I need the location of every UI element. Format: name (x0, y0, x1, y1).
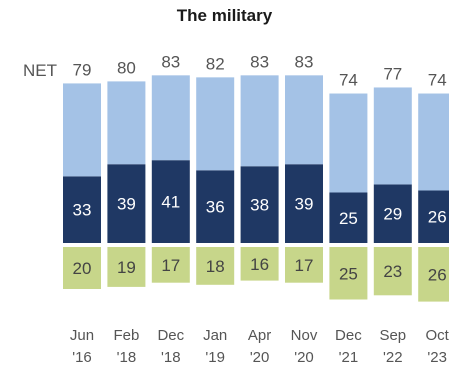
bar-light-8 (418, 93, 449, 191)
bar-dark-6 (329, 192, 368, 243)
bar-green-8 (418, 247, 449, 302)
bar-green-5 (285, 247, 323, 283)
bar-green-2 (151, 247, 190, 283)
bar-green-6 (329, 247, 368, 300)
x-tick-month-6: Dec (335, 327, 362, 344)
dark-value-5: 39 (295, 195, 314, 214)
x-tick-year-8: '23 (427, 349, 447, 366)
bar-dark-5 (285, 164, 323, 243)
bar-green-1 (107, 247, 146, 287)
x-tick-month-8: Oct (426, 327, 449, 344)
green-value-0: 20 (73, 259, 92, 278)
bar-light-0 (63, 83, 101, 177)
dark-value-8: 26 (428, 208, 447, 227)
green-value-8: 26 (428, 265, 447, 284)
dark-value-6: 25 (339, 209, 358, 228)
x-tick-year-2: '18 (161, 349, 181, 366)
net-value-3: 82 (206, 54, 225, 73)
bar-dark-4 (240, 166, 279, 243)
x-tick-month-3: Jan (203, 327, 227, 344)
bar-light-6 (329, 93, 368, 193)
dark-value-7: 29 (383, 205, 402, 224)
x-tick-year-7: '22 (383, 349, 403, 366)
bar-dark-3 (196, 170, 235, 243)
bar-green-0 (63, 247, 101, 289)
x-tick-month-1: Feb (113, 327, 139, 344)
bar-light-2 (151, 75, 190, 161)
x-tick-year-3: '19 (205, 349, 225, 366)
bar-green-3 (196, 247, 235, 285)
x-tick-month-2: Dec (157, 327, 184, 344)
bar-light-3 (196, 77, 235, 171)
bar-light-4 (240, 75, 279, 167)
green-value-3: 18 (206, 257, 225, 276)
green-value-7: 23 (383, 262, 402, 281)
green-value-2: 17 (161, 256, 180, 275)
dark-value-0: 33 (73, 201, 92, 220)
net-value-5: 83 (295, 52, 314, 71)
x-tick-month-0: Jun (70, 327, 94, 344)
bar-dark-8 (418, 190, 449, 243)
dark-value-2: 41 (161, 193, 180, 212)
bar-dark-0 (63, 176, 101, 243)
x-tick-year-6: '21 (339, 349, 359, 366)
x-tick-year-5: '20 (294, 349, 314, 366)
green-value-1: 19 (117, 258, 136, 277)
x-tick-year-1: '18 (117, 349, 137, 366)
bar-dark-1 (107, 164, 146, 243)
net-value-2: 83 (161, 52, 180, 71)
green-value-5: 17 (295, 256, 314, 275)
dark-value-3: 36 (206, 198, 225, 217)
bar-green-7 (373, 247, 412, 296)
net-value-8: 74 (428, 71, 447, 90)
net-value-0: 79 (73, 60, 92, 79)
net-value-6: 74 (339, 71, 358, 90)
net-value-4: 83 (250, 52, 269, 71)
bar-light-7 (373, 87, 412, 185)
x-tick-month-7: Sep (379, 327, 406, 344)
net-value-1: 80 (117, 58, 136, 77)
net-value-7: 77 (383, 64, 402, 83)
bar-dark-7 (373, 184, 412, 243)
bar-dark-2 (151, 160, 190, 243)
x-tick-month-5: Nov (291, 327, 318, 344)
bar-green-4 (240, 247, 279, 281)
dark-value-4: 38 (250, 196, 269, 215)
bar-light-1 (107, 81, 146, 165)
x-tick-year-0: '16 (72, 349, 92, 366)
x-tick-month-4: Apr (248, 327, 271, 344)
green-value-6: 25 (339, 264, 358, 283)
bar-light-5 (285, 75, 323, 165)
dark-value-1: 39 (117, 195, 136, 214)
x-tick-year-4: '20 (250, 349, 270, 366)
chart-title: The military (176, 6, 273, 25)
green-value-4: 16 (250, 255, 269, 274)
net-label: NET (23, 61, 57, 80)
